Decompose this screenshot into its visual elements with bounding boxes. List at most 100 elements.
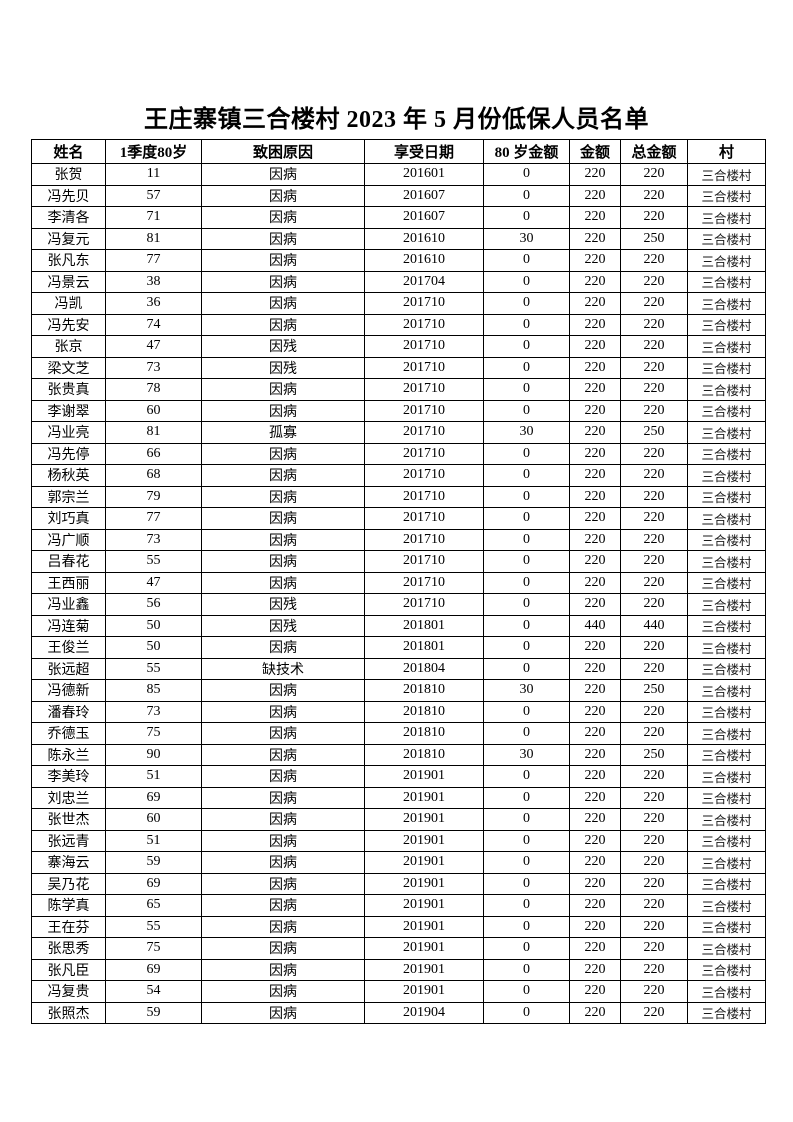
- table-cell: 0: [483, 356, 570, 379]
- table-cell: 220: [569, 292, 621, 315]
- table-cell: 220: [620, 765, 688, 788]
- table-cell: 三合楼村: [687, 722, 766, 745]
- page-title: 王庄寨镇三合楼村 2023 年 5 月份低保人员名单: [144, 107, 649, 133]
- table-cell: 三合楼村: [687, 528, 766, 551]
- table-row: 张远青 51 因病 201901 0 220 220 三合楼村: [31, 829, 766, 852]
- table-cell: 因病: [201, 743, 365, 766]
- table-cell: 张凡臣: [31, 958, 106, 981]
- table-cell: 201901: [364, 808, 484, 831]
- table-cell: 220: [620, 808, 688, 831]
- table-cell: 220: [620, 292, 688, 315]
- table-cell: 201810: [364, 743, 484, 766]
- table-cell: 冯业亮: [31, 421, 106, 444]
- table-cell: 201901: [364, 980, 484, 1003]
- table-row: 李清各 71 因病 201607 0 220 220 三合楼村: [31, 206, 766, 229]
- table-cell: 0: [483, 765, 570, 788]
- table-cell: 69: [105, 872, 202, 895]
- table-cell: 201710: [364, 378, 484, 401]
- table-cell: 81: [105, 227, 202, 250]
- table-cell: 220: [620, 872, 688, 895]
- table-cell: 220: [569, 915, 621, 938]
- table-cell: 三合楼村: [687, 829, 766, 852]
- table-cell: 三合楼村: [687, 485, 766, 508]
- table-cell: 250: [620, 421, 688, 444]
- table-cell: 78: [105, 378, 202, 401]
- table-cell: 0: [483, 786, 570, 809]
- table-cell: 220: [620, 894, 688, 917]
- table-cell: 220: [569, 765, 621, 788]
- table-cell: 220: [620, 313, 688, 336]
- table-cell: 220: [620, 700, 688, 723]
- table-cell: 38: [105, 270, 202, 293]
- table-body: 张贺 11 因病 201601 0 220 220 三合楼村 冯先贝 57 因病 201607 0 220…: [31, 163, 766, 1024]
- table-cell: 冯广顺: [31, 528, 106, 551]
- column-header: 姓名: [31, 139, 106, 164]
- table-row: 张凡臣 69 因病 201901 0 220 220 三合楼村: [31, 958, 766, 981]
- table-cell: 0: [483, 700, 570, 723]
- table-cell: 李谢翠: [31, 399, 106, 422]
- table-cell: 因残: [201, 335, 365, 358]
- table-cell: 三合楼村: [687, 206, 766, 229]
- table-cell: 201901: [364, 765, 484, 788]
- table-cell: 201710: [364, 442, 484, 465]
- table-cell: 吴乃花: [31, 872, 106, 895]
- table-cell: 因病: [201, 270, 365, 293]
- table-cell: 因病: [201, 829, 365, 852]
- table-cell: 因病: [201, 894, 365, 917]
- table-cell: 因病: [201, 980, 365, 1003]
- table-cell: 65: [105, 894, 202, 917]
- column-header: 80 岁金额: [483, 139, 570, 164]
- table-cell: 张思秀: [31, 937, 106, 960]
- table-cell: 220: [569, 249, 621, 272]
- table-cell: 440: [569, 614, 621, 637]
- table-cell: 30: [483, 421, 570, 444]
- table-cell: 220: [569, 421, 621, 444]
- table-cell: 220: [569, 442, 621, 465]
- table-cell: 56: [105, 593, 202, 616]
- column-header: 金额: [569, 139, 621, 164]
- table-cell: 220: [569, 313, 621, 336]
- table-cell: 201710: [364, 464, 484, 487]
- table-cell: 220: [569, 356, 621, 379]
- table-cell: 77: [105, 507, 202, 530]
- table-cell: 201904: [364, 1001, 484, 1024]
- table-cell: 77: [105, 249, 202, 272]
- table-cell: 201610: [364, 227, 484, 250]
- table-cell: 220: [569, 743, 621, 766]
- table-row: 李谢翠 60 因病 201710 0 220 220 三合楼村: [31, 399, 766, 422]
- table-cell: 81: [105, 421, 202, 444]
- table-cell: 三合楼村: [687, 227, 766, 250]
- table-row: 王西丽 47 因病 201710 0 220 220 三合楼村: [31, 571, 766, 594]
- table-row: 冯先安 74 因病 201710 0 220 220 三合楼村: [31, 313, 766, 336]
- table-cell: 201610: [364, 249, 484, 272]
- table-cell: 440: [620, 614, 688, 637]
- table-cell: 因病: [201, 399, 365, 422]
- table-cell: 51: [105, 765, 202, 788]
- table-cell: 冯先停: [31, 442, 106, 465]
- table-cell: 冯连菊: [31, 614, 106, 637]
- table-cell: 陈永兰: [31, 743, 106, 766]
- table-cell: 201710: [364, 335, 484, 358]
- table-row: 杨秋英 68 因病 201710 0 220 220 三合楼村: [31, 464, 766, 487]
- table-row: 张京 47 因残 201710 0 220 220 三合楼村: [31, 335, 766, 358]
- table-row: 张贵真 78 因病 201710 0 220 220 三合楼村: [31, 378, 766, 401]
- table-row: 陈永兰 90 因病 201810 30 220 250 三合楼村: [31, 743, 766, 766]
- table-cell: 47: [105, 571, 202, 594]
- table-cell: 张贵真: [31, 378, 106, 401]
- table-cell: 三合楼村: [687, 163, 766, 186]
- table-cell: 66: [105, 442, 202, 465]
- table-cell: 0: [483, 485, 570, 508]
- table-row: 吴乃花 69 因病 201901 0 220 220 三合楼村: [31, 872, 766, 895]
- table-cell: 220: [620, 829, 688, 852]
- table-cell: 三合楼村: [687, 593, 766, 616]
- table-row: 李美玲 51 因病 201901 0 220 220 三合楼村: [31, 765, 766, 788]
- table-row: 寨海云 59 因病 201901 0 220 220 三合楼村: [31, 851, 766, 874]
- table-cell: 60: [105, 399, 202, 422]
- table-cell: 寨海云: [31, 851, 106, 874]
- table-cell: 220: [620, 786, 688, 809]
- table-cell: 三合楼村: [687, 872, 766, 895]
- table-cell: 201901: [364, 872, 484, 895]
- table-cell: 三合楼村: [687, 614, 766, 637]
- table-cell: 张贺: [31, 163, 106, 186]
- table-cell: 0: [483, 163, 570, 186]
